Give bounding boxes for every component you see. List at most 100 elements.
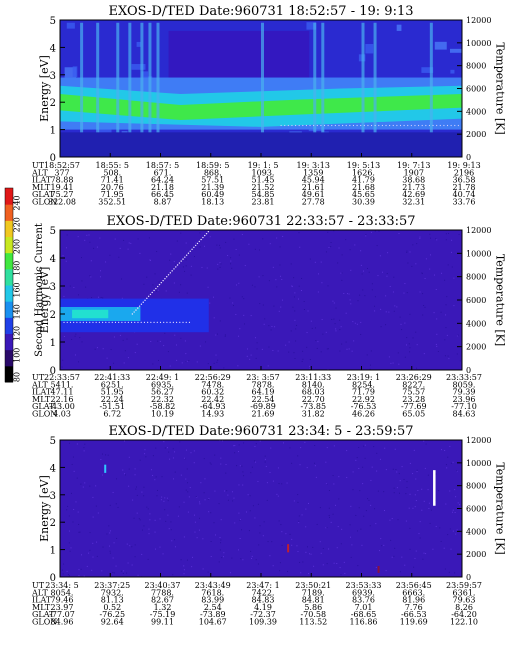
noise-speck	[350, 505, 352, 507]
noise-speck	[263, 521, 265, 523]
noise-speck	[239, 519, 241, 521]
noise-speck	[445, 233, 447, 235]
noise-speck	[124, 350, 126, 352]
noise-speck	[188, 360, 190, 362]
noise-speck	[89, 485, 91, 487]
colorbar-tick-label: 140	[12, 304, 21, 319]
noise-speck	[345, 239, 347, 241]
ephemeris-value: 23:40:37	[145, 581, 181, 590]
y2-tick-label: 2000	[466, 343, 486, 352]
y-tick-label: 4	[50, 254, 56, 265]
ephemeris-value: 75.27	[51, 190, 74, 199]
y2-tick-label: 2000	[466, 550, 486, 559]
colorbar-segment	[5, 220, 13, 237]
noise-speck	[241, 465, 243, 467]
noise-speck	[148, 237, 150, 239]
noise-speck	[196, 537, 198, 539]
ephemeris-row-label: ILAT	[32, 176, 52, 185]
noise-speck	[209, 236, 211, 238]
temperature-dot	[374, 124, 376, 127]
noise-speck	[350, 303, 352, 305]
noise-speck	[298, 285, 300, 287]
ephemeris-row-label: GLAT	[32, 190, 55, 199]
noise-speck	[241, 529, 243, 531]
temperature-dot	[425, 124, 427, 127]
noise-speck	[406, 251, 408, 253]
temperature-dot	[432, 124, 434, 127]
noise-speck	[254, 517, 256, 519]
noise-speck	[202, 568, 204, 570]
noise-speck	[130, 242, 132, 244]
ephemeris-value: 22:41:33	[94, 373, 130, 382]
noise-speck	[190, 452, 192, 454]
noise-speck	[159, 518, 161, 520]
noise-speck	[175, 264, 177, 266]
temperature-dot	[367, 124, 369, 127]
spectrogram-patch	[365, 44, 374, 54]
noise-speck	[180, 474, 182, 476]
ephemeris-value: 83.76	[352, 596, 375, 605]
ephemeris-value: 6939.	[352, 588, 375, 597]
ephemeris-value: 19: 1: 5	[248, 161, 279, 170]
noise-speck	[241, 296, 243, 298]
noise-speck	[428, 502, 430, 504]
ephemeris-value: 4.03	[53, 410, 71, 419]
noise-speck	[275, 279, 277, 281]
noise-speck	[146, 506, 148, 508]
noise-speck	[444, 339, 446, 341]
noise-speck	[423, 500, 425, 502]
temperature-dot	[118, 321, 120, 323]
ephemeris-value: 56.27	[151, 388, 174, 397]
noise-speck	[242, 484, 244, 486]
temperature-dot	[439, 124, 441, 127]
noise-speck	[242, 559, 244, 561]
ephemeris-row-label: UT	[32, 161, 45, 170]
noise-speck	[134, 468, 136, 470]
noise-speck	[423, 552, 425, 554]
noise-speck	[143, 525, 145, 527]
noise-speck	[374, 310, 376, 312]
noise-speck	[299, 464, 301, 466]
noise-speck	[259, 525, 261, 527]
noise-speck	[238, 484, 240, 486]
y-tick-label: 3	[50, 282, 56, 293]
noise-speck	[156, 489, 158, 491]
temperature-dot	[184, 256, 186, 258]
noise-speck	[296, 545, 298, 547]
noise-speck	[148, 533, 150, 535]
noise-speck	[210, 540, 212, 542]
noise-speck	[190, 274, 192, 276]
noise-speck	[62, 359, 64, 361]
noise-speck	[362, 289, 364, 291]
noise-speck	[255, 357, 257, 359]
noise-speck	[349, 249, 351, 251]
noise-speck	[340, 326, 342, 328]
spectrogram-streak	[116, 22, 120, 144]
ephemeris-value: 2196	[454, 168, 474, 177]
noise-speck	[409, 313, 411, 315]
noise-speck	[293, 500, 295, 502]
noise-speck	[308, 573, 310, 575]
noise-speck	[325, 251, 327, 253]
noise-speck	[423, 440, 425, 442]
noise-speck	[326, 563, 328, 565]
noise-speck	[128, 456, 130, 458]
noise-speck	[166, 497, 168, 499]
noise-speck	[417, 489, 419, 491]
noise-speck	[69, 550, 71, 552]
spectrogram-patch	[306, 22, 317, 30]
noise-speck	[81, 341, 83, 343]
temperature-dot	[399, 124, 402, 127]
noise-speck	[257, 563, 259, 565]
temperature-dot	[108, 321, 110, 323]
noise-speck	[239, 328, 241, 330]
noise-speck	[181, 362, 183, 364]
noise-speck	[334, 504, 336, 506]
ephemeris-value: 84.83	[252, 596, 275, 605]
temperature-dot	[316, 124, 318, 127]
colorbar-segment	[5, 333, 13, 351]
noise-speck	[219, 247, 221, 249]
noise-speck	[199, 501, 201, 503]
noise-speck	[380, 538, 382, 540]
noise-speck	[224, 334, 226, 336]
